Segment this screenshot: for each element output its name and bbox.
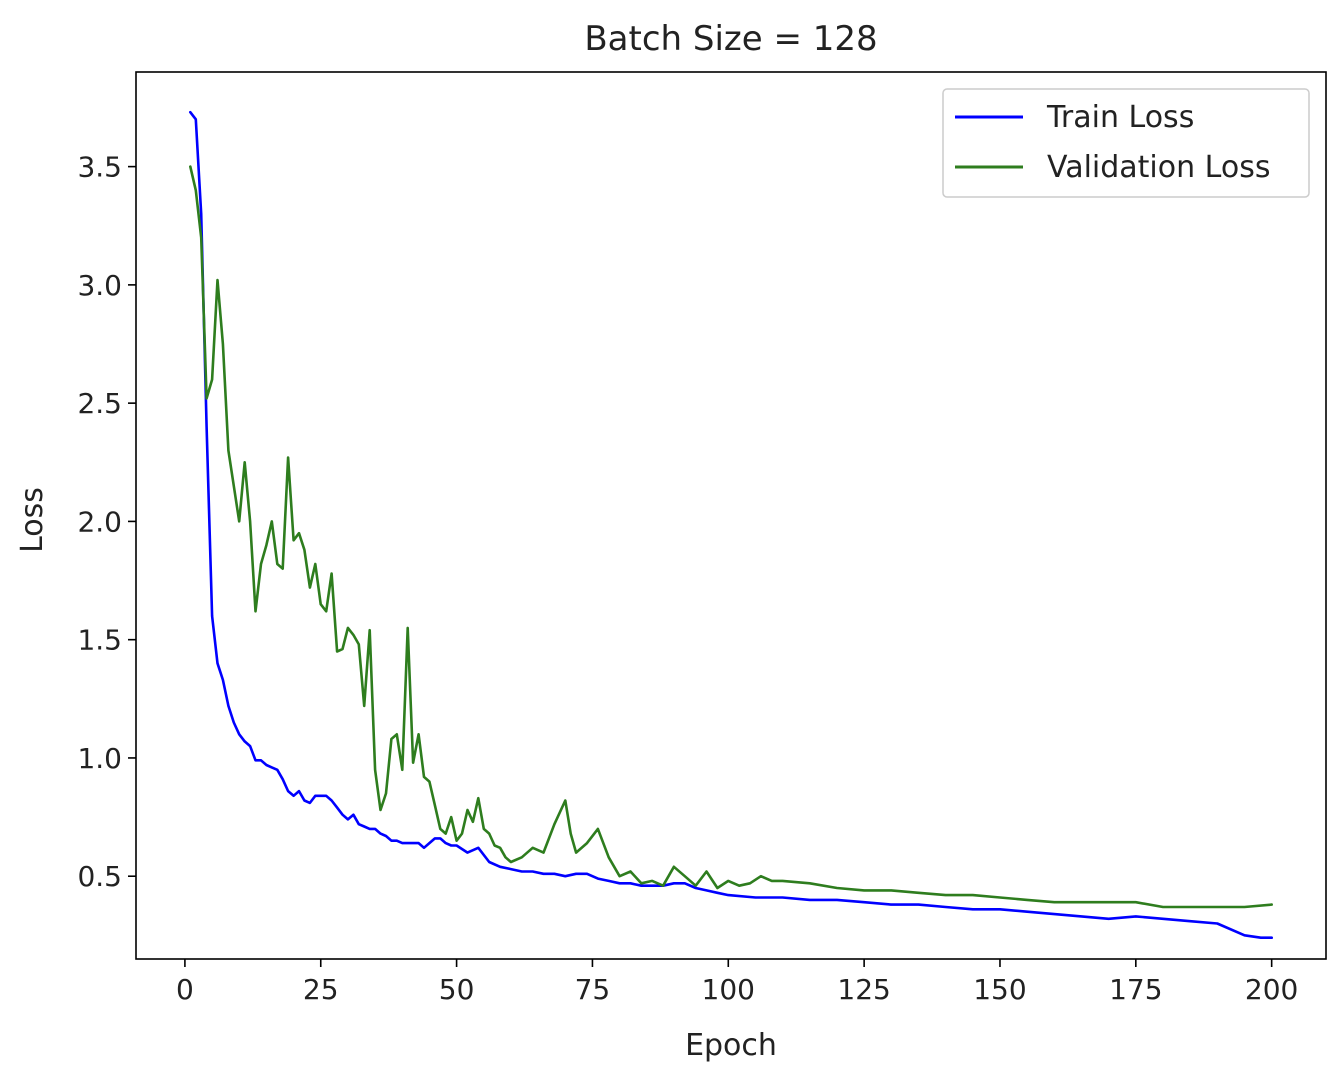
x-tick-label: 125 <box>837 973 890 1006</box>
x-tick-label: 100 <box>702 973 755 1006</box>
plot-frame <box>135 71 1327 960</box>
x-tick-label: 150 <box>973 973 1026 1006</box>
series-line-0 <box>189 110 1273 939</box>
legend-label-1: Validation Loss <box>1047 150 1270 185</box>
y-axis-label: Loss <box>15 487 50 553</box>
series-line-1 <box>189 165 1273 909</box>
y-tick-label: 3.0 <box>77 269 122 302</box>
legend: Train Loss Validation Loss <box>942 88 1310 198</box>
x-tick-label: 75 <box>575 973 611 1006</box>
x-axis-label: Epoch <box>685 1028 777 1063</box>
x-tick-label: 175 <box>1109 973 1162 1006</box>
y-tick-label: 1.5 <box>77 624 122 657</box>
y-tick-label: 3.5 <box>77 151 122 184</box>
y-tick-label: 1.0 <box>77 742 122 775</box>
y-tick-label: 2.5 <box>77 387 122 420</box>
legend-label-0: Train Loss <box>1046 100 1194 135</box>
plot-area <box>189 110 1273 939</box>
x-tick-label: 0 <box>176 973 194 1006</box>
x-axis-ticks: 0 25 50 75 100 125 150 175 200 <box>176 959 1298 1006</box>
y-axis-ticks: 0.5 1.0 1.5 2.0 2.5 3.0 3.5 <box>77 151 136 893</box>
x-tick-label: 50 <box>439 973 475 1006</box>
y-tick-label: 0.5 <box>77 860 122 893</box>
legend-box <box>942 88 1310 198</box>
x-tick-label: 25 <box>303 973 339 1006</box>
x-tick-label: 200 <box>1245 973 1298 1006</box>
y-tick-label: 2.0 <box>77 505 122 538</box>
chart-title: Batch Size = 128 <box>584 19 877 59</box>
